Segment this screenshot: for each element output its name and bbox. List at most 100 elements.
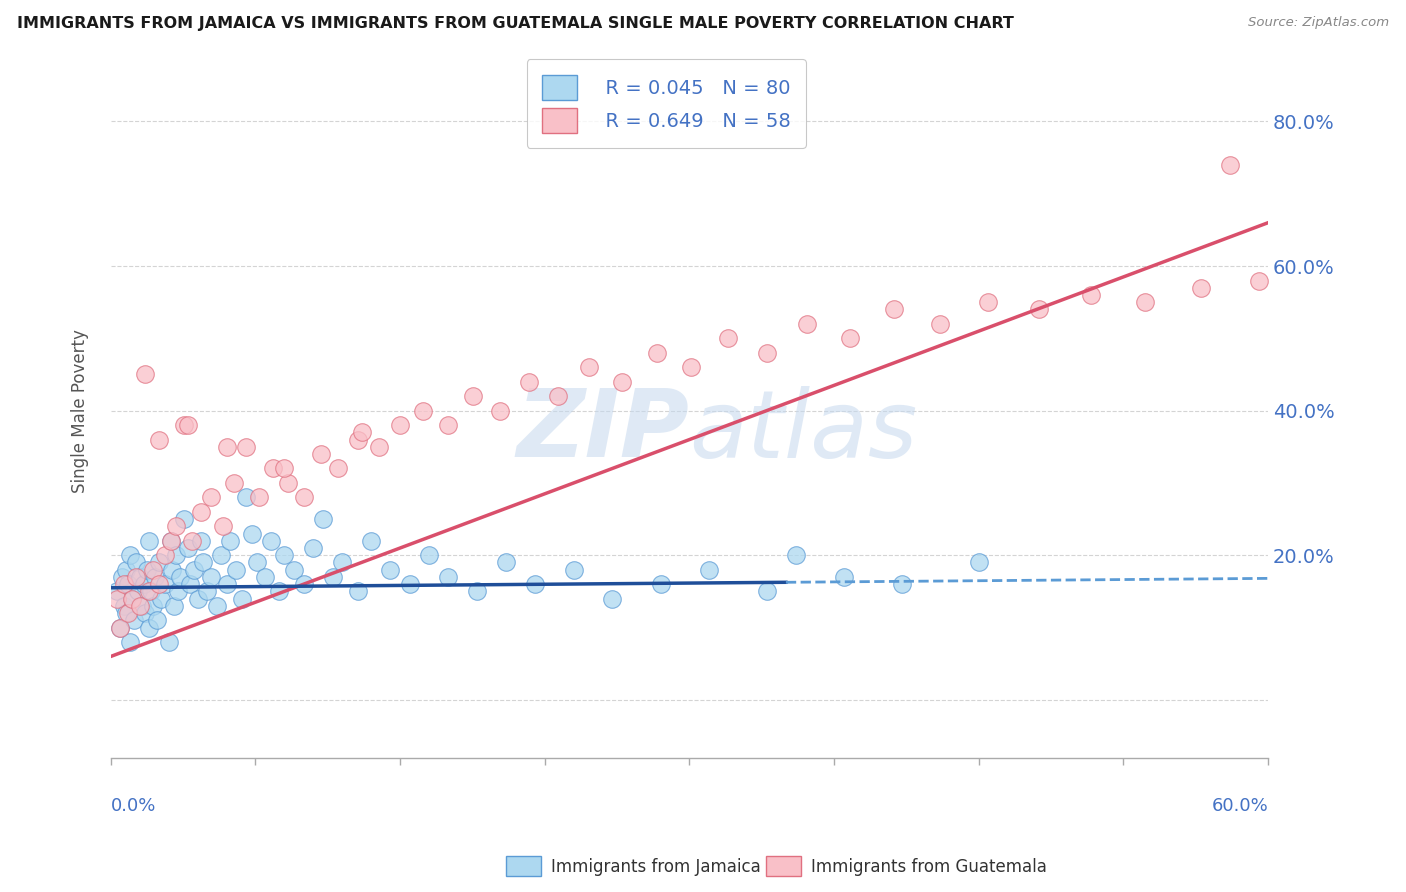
Point xyxy=(578,360,600,375)
Point xyxy=(562,563,585,577)
Point xyxy=(159,533,181,548)
Point xyxy=(157,635,180,649)
Point xyxy=(235,491,257,505)
Point xyxy=(796,317,818,331)
Point xyxy=(112,577,135,591)
Point xyxy=(177,418,200,433)
Y-axis label: Single Male Poverty: Single Male Poverty xyxy=(72,329,89,492)
Point xyxy=(260,533,283,548)
Point xyxy=(110,621,132,635)
Point xyxy=(122,613,145,627)
Point xyxy=(205,599,228,613)
Point xyxy=(645,346,668,360)
Point xyxy=(190,533,212,548)
Point xyxy=(240,526,263,541)
Point xyxy=(1219,158,1241,172)
Point xyxy=(128,570,150,584)
Point xyxy=(322,570,344,584)
Point xyxy=(117,606,139,620)
Point xyxy=(121,591,143,606)
Point xyxy=(246,556,269,570)
Point xyxy=(132,577,155,591)
Point xyxy=(219,533,242,548)
Text: Immigrants from Jamaica: Immigrants from Jamaica xyxy=(551,858,761,876)
Point xyxy=(153,577,176,591)
Point xyxy=(600,591,623,606)
Point xyxy=(517,375,540,389)
Point xyxy=(180,533,202,548)
Point xyxy=(312,512,335,526)
Point xyxy=(149,591,172,606)
Point xyxy=(418,548,440,562)
Text: IMMIGRANTS FROM JAMAICA VS IMMIGRANTS FROM GUATEMALA SINGLE MALE POVERTY CORRELA: IMMIGRANTS FROM JAMAICA VS IMMIGRANTS FR… xyxy=(17,16,1014,31)
Point xyxy=(302,541,325,555)
Point xyxy=(165,548,187,562)
Point xyxy=(115,563,138,577)
Point xyxy=(187,591,209,606)
Point xyxy=(148,556,170,570)
Text: ZIP: ZIP xyxy=(516,385,689,477)
Point xyxy=(121,591,143,606)
Point xyxy=(547,389,569,403)
Point xyxy=(247,491,270,505)
Point xyxy=(173,418,195,433)
Point xyxy=(117,577,139,591)
Point xyxy=(309,447,332,461)
Point xyxy=(143,570,166,584)
Point xyxy=(148,433,170,447)
Point xyxy=(190,505,212,519)
Point xyxy=(200,570,222,584)
Point xyxy=(495,556,517,570)
Point xyxy=(283,563,305,577)
Point xyxy=(380,563,402,577)
Point xyxy=(200,491,222,505)
Point xyxy=(120,548,142,562)
Point xyxy=(838,331,860,345)
Point xyxy=(883,302,905,317)
Point xyxy=(367,440,389,454)
Point xyxy=(146,613,169,627)
Point xyxy=(890,577,912,591)
Point xyxy=(159,533,181,548)
Point xyxy=(346,584,368,599)
Text: Immigrants from Guatemala: Immigrants from Guatemala xyxy=(811,858,1047,876)
Point xyxy=(350,425,373,440)
Point xyxy=(398,577,420,591)
Point xyxy=(138,621,160,635)
Point xyxy=(273,461,295,475)
Point xyxy=(755,346,778,360)
Point xyxy=(105,591,128,606)
Point xyxy=(967,556,990,570)
Text: 60.0%: 60.0% xyxy=(1212,797,1268,814)
Point xyxy=(138,584,160,599)
Point xyxy=(292,491,315,505)
Point xyxy=(136,563,159,577)
Point xyxy=(211,519,233,533)
Point xyxy=(215,440,238,454)
Point xyxy=(153,548,176,562)
Point xyxy=(177,541,200,555)
Point xyxy=(125,570,148,584)
Point xyxy=(463,389,485,403)
Point xyxy=(183,563,205,577)
Point xyxy=(225,563,247,577)
Point xyxy=(125,556,148,570)
Point xyxy=(785,548,807,562)
Point xyxy=(162,563,184,577)
Point xyxy=(127,584,149,599)
Point xyxy=(262,461,284,475)
Point xyxy=(173,512,195,526)
Point xyxy=(179,577,201,591)
Point xyxy=(141,584,163,599)
Point xyxy=(610,375,633,389)
Point xyxy=(112,599,135,613)
Text: atlas: atlas xyxy=(689,386,918,477)
Point xyxy=(254,570,277,584)
Point xyxy=(120,635,142,649)
Point xyxy=(148,577,170,591)
Point xyxy=(755,584,778,599)
Point xyxy=(929,317,952,331)
Point xyxy=(209,548,232,562)
Point xyxy=(437,418,460,433)
Point xyxy=(142,563,165,577)
